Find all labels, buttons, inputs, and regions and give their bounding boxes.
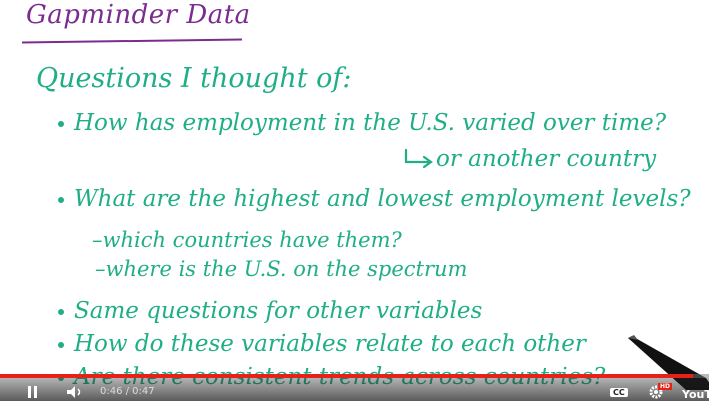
- slide-title: Gapminder Data: [26, 0, 251, 30]
- hd-badge: HD: [658, 383, 673, 390]
- bullet-text: How has employment in the U.S. varied ov…: [74, 110, 667, 136]
- sub-item-us-spectrum: –where is the U.S. on the spectrum: [95, 257, 468, 281]
- bullet-other-variables: Same questions for other variables: [58, 298, 482, 324]
- pause-icon[interactable]: [26, 385, 40, 399]
- bullet-dot: [58, 309, 64, 315]
- progress-fill: [0, 374, 694, 378]
- bullet-variables-relate: How do these variables relate to each ot…: [58, 331, 586, 357]
- bullet-dot: [58, 197, 64, 203]
- settings-gear-icon[interactable]: [649, 385, 663, 399]
- sub-item-which-countries: –which countries have them?: [92, 228, 402, 252]
- bullet-text: Same questions for other variables: [74, 298, 483, 324]
- bullet-employment-over-time: How has employment in the U.S. varied ov…: [58, 110, 666, 136]
- captions-button[interactable]: CC: [610, 388, 628, 397]
- youtube-logo[interactable]: YouTu: [682, 388, 709, 401]
- bullet-dot: [58, 121, 64, 127]
- arrow-note-text: or another country: [436, 146, 657, 172]
- bullet-text: What are the highest and lowest employme…: [74, 186, 691, 212]
- time-display: 0:46 / 0:47: [100, 386, 155, 397]
- bullet-text: How do these variables relate to each ot…: [74, 331, 586, 357]
- title-underline: [21, 38, 243, 44]
- bullet-highest-lowest: What are the highest and lowest employme…: [58, 186, 691, 212]
- volume-icon[interactable]: [66, 385, 84, 399]
- questions-heading: Questions I thought of:: [36, 63, 352, 94]
- bullet-dot: [58, 342, 64, 348]
- player-controls-bar: [0, 378, 709, 401]
- arrow-icon: [404, 148, 433, 169]
- arrow-note: or another country: [402, 146, 656, 172]
